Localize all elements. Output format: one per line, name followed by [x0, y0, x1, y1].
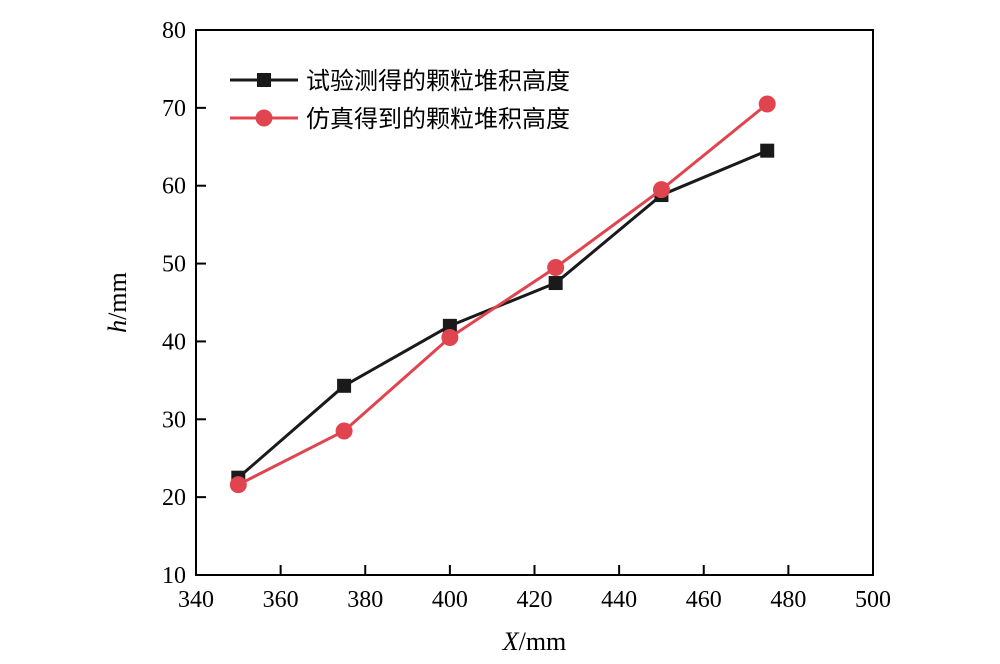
data-point — [441, 329, 459, 347]
data-point — [548, 276, 563, 291]
y-tick-label: 40 — [162, 329, 186, 355]
y-axis-title: h/mm — [103, 272, 132, 333]
y-tick-label: 80 — [162, 18, 186, 44]
data-point — [760, 143, 775, 158]
data-point — [337, 378, 352, 393]
x-tick-label: 460 — [686, 587, 722, 613]
legend-label: 试验测得的颗粒堆积高度 — [306, 67, 570, 95]
x-tick-label: 380 — [347, 587, 383, 613]
x-tick-label: 500 — [855, 587, 891, 613]
x-tick-label: 440 — [601, 587, 637, 613]
x-axis-variable: X — [502, 627, 520, 656]
series-line — [237, 102, 769, 487]
data-point — [652, 181, 670, 199]
legend-marker — [255, 109, 273, 127]
x-tick-label: 480 — [770, 587, 806, 613]
y-axis-variable: h — [103, 320, 132, 333]
y-axis-unit: /mm — [103, 272, 132, 320]
axes: 340 360 380 400 420 440 460 480 500 10 20 30 40 50 60 7… — [103, 18, 891, 656]
legend-marker — [257, 73, 271, 87]
x-axis-title: X/mm — [502, 627, 567, 656]
y-tick-label: 10 — [162, 563, 186, 589]
data-point — [758, 95, 776, 113]
x-axis-unit: /mm — [519, 627, 567, 656]
x-tick-label: 360 — [263, 587, 299, 613]
data-point — [547, 258, 565, 276]
y-tick-label: 30 — [162, 407, 186, 433]
series-1 — [231, 143, 775, 485]
y-tick-label: 60 — [162, 174, 186, 200]
data-point — [229, 476, 247, 494]
x-tick-label: 340 — [178, 587, 214, 613]
legend-label: 仿真得到的颗粒堆积高度 — [306, 105, 570, 133]
y-tick-label: 20 — [162, 485, 186, 511]
series-2 — [229, 95, 776, 494]
y-tick-label: 70 — [162, 96, 186, 122]
y-tick-label: 50 — [162, 252, 186, 278]
data-point — [335, 422, 353, 440]
legend-entry-1: 试验测得的颗粒堆积高度 — [230, 67, 570, 95]
series-group — [229, 95, 776, 494]
data-point — [442, 318, 457, 333]
legend-entry-2: 仿真得到的颗粒堆积高度 — [230, 105, 570, 133]
series-line — [237, 149, 768, 479]
x-tick-label: 420 — [517, 587, 553, 613]
x-tick-label: 400 — [432, 587, 468, 613]
